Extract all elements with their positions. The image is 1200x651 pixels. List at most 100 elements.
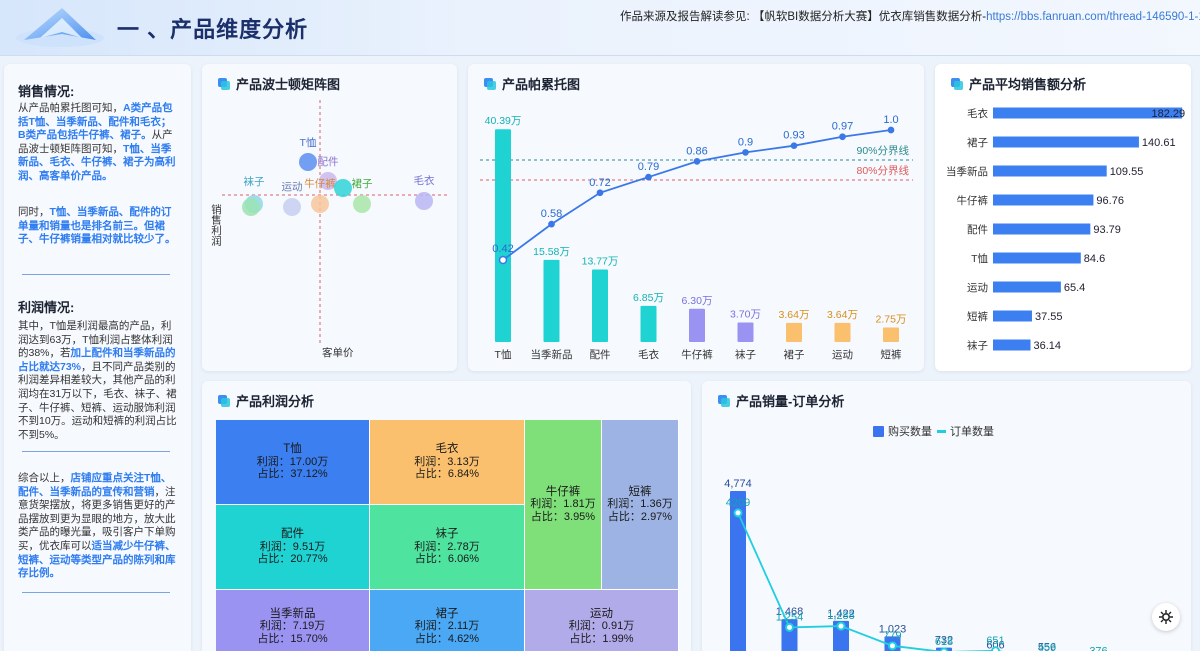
pareto-bar xyxy=(786,322,802,342)
highlight-text: 适当减少牛仔裤、短裤、运动等类型产品的陈列和库存比例。 xyxy=(18,539,176,580)
cell-profit: 利润：1.81万 xyxy=(530,498,596,511)
body-text: 同时， xyxy=(18,206,50,218)
orders-label: 651 xyxy=(986,635,1004,647)
cumulative-point xyxy=(645,173,652,181)
orders-label: 376 xyxy=(1089,645,1107,651)
point-label: 袜子 xyxy=(244,175,265,188)
pareto-title-text: 产品帕累托图 xyxy=(502,77,581,92)
cube-icon xyxy=(718,394,730,407)
orders-chart: 购买数量 订单数量 4,774 1,468 1,422 1,023 732 606 556 353… xyxy=(724,424,1159,651)
bar-value-label: 15.58万 xyxy=(533,246,570,258)
avg-bar xyxy=(993,194,1094,206)
treemap-cell[interactable]: 袜子 利润：2.78万 占比：6.06% xyxy=(370,505,525,590)
point-label: T恤 xyxy=(300,136,317,149)
bar-value-label: 140.61 xyxy=(1142,137,1176,149)
treemap-cell[interactable]: T恤 利润：17.00万 占比：37.12% xyxy=(216,420,370,505)
bcg-panel: 产品波士顿矩阵图 客单价 销售利润 T恤 配件 袜子 运动 牛仔裤 裙子 毛衣 xyxy=(202,64,457,371)
cell-name: T恤 xyxy=(283,443,302,456)
bar-value-label: 96.76 xyxy=(1096,195,1124,207)
category-label: 当季新品 xyxy=(946,165,988,178)
avg-bar xyxy=(993,223,1091,235)
cell-name: 配件 xyxy=(281,528,304,541)
cumulative-label: 0.58 xyxy=(541,208,562,220)
cumulative-label: 0.42 xyxy=(492,243,513,255)
cell-name: 毛衣 xyxy=(435,443,459,456)
bar-value-label: 6.85万 xyxy=(633,292,664,304)
treemap-cell[interactable]: 当季新品 利润：7.19万 占比：15.70% xyxy=(216,590,370,651)
category-label: 袜子 xyxy=(735,348,756,361)
treemap-cell[interactable]: 裙子 利润：2.11万 占比：4.62% xyxy=(370,590,525,651)
summary-panel: 销售情况: 从产品帕累托图可知，A类产品包括T恤、当季新品、配件和毛衣；B类产品… xyxy=(4,64,191,651)
category-label: 配件 xyxy=(967,224,988,236)
category-label: 毛衣 xyxy=(967,107,988,120)
pareto-panel: 产品帕累托图 90%分界线 80%分界线 40.39万 T恤 15.58万 当季新品 13.… xyxy=(468,64,924,371)
orders-title: 产品销量-订单分析 xyxy=(718,391,844,410)
body-text: 综合以上， xyxy=(18,472,71,484)
treemap-cell[interactable]: 配件 利润：9.51万 占比：20.77% xyxy=(216,505,370,590)
scatter-point xyxy=(415,192,433,210)
treemap-cell[interactable]: 毛衣 利润：3.13万 占比：6.84% xyxy=(370,420,525,505)
scatter-point xyxy=(311,195,329,213)
cumulative-label: 0.86 xyxy=(686,145,707,157)
qty-label: 556 xyxy=(1038,641,1056,651)
scatter-point xyxy=(299,153,317,171)
treemap-cell[interactable]: 牛仔裤 利润：1.81万 占比：3.95% xyxy=(525,420,602,590)
cell-share: 占比：6.84% xyxy=(414,468,480,481)
y-axis-label: 销售利润 xyxy=(210,203,222,246)
legend-qty-label: 购买数量 xyxy=(888,424,932,438)
profit-panel: 产品利润分析 T恤 利润：17.00万 占比：37.12% 毛衣 利润：3.13万 占比：… xyxy=(202,381,691,651)
highlight-text: T恤、当季新品、配件的订单量和销量也是排名前三。但裙子、牛仔裤销量相对就比较少了… xyxy=(18,206,176,246)
pareto-bar xyxy=(495,129,511,342)
source-link[interactable]: https://bbs.fanruan.com/thread-146590-1-… xyxy=(986,11,1200,23)
orders-point xyxy=(939,647,949,651)
cell-share: 占比：15.70% xyxy=(257,632,328,645)
scatter-point xyxy=(283,198,301,216)
category-label: T恤 xyxy=(971,252,988,265)
category-label: 毛衣 xyxy=(638,348,659,361)
category-label: 运动 xyxy=(832,349,853,361)
treemap-cell[interactable]: 运动 利润：0.91万 占比：1.99% xyxy=(525,590,679,651)
orders-panel: 产品销量-订单分析 购买数量 订单数量 4,774 1,468 1,422 1,023 73… xyxy=(702,381,1191,651)
qty-label: 4,774 xyxy=(724,478,752,490)
cumulative-label: 0.72 xyxy=(589,177,610,189)
orders-label: 4209 xyxy=(726,497,750,509)
divider xyxy=(22,274,170,275)
conclusion-paragraph: 综合以上，店铺应重点关注T恤、配件、当季新品的宣传和营销，注意货架摆放，将更多销… xyxy=(18,472,178,581)
logo-icon xyxy=(16,8,104,47)
cumulative-label: 0.9 xyxy=(738,136,753,148)
orders-title-text: 产品销量-订单分析 xyxy=(736,394,845,409)
category-label: 牛仔裤 xyxy=(681,348,713,361)
divider xyxy=(22,451,170,452)
scatter-point xyxy=(353,195,371,213)
legend-qty-swatch xyxy=(873,426,884,437)
category-label: T恤 xyxy=(495,348,512,361)
orders-point xyxy=(836,621,846,631)
orders-label: 1,254 xyxy=(776,611,804,623)
profit-title-text: 产品利润分析 xyxy=(236,394,315,409)
cell-name: 当季新品 xyxy=(269,607,316,620)
assistant-button[interactable] xyxy=(1152,603,1180,631)
cell-profit: 利润：0.91万 xyxy=(568,620,635,633)
category-label: 牛仔裤 xyxy=(957,194,989,207)
orders-line xyxy=(737,512,1004,651)
avg-bar xyxy=(993,339,1031,351)
profit-heading: 利润情况: xyxy=(18,300,75,315)
sales-heading: 销售情况: xyxy=(18,84,75,99)
pareto-bar xyxy=(592,269,608,342)
cumulative-point xyxy=(790,142,798,150)
body-text: 从产品波士顿矩阵图可知， xyxy=(18,129,173,155)
cube-icon xyxy=(218,77,230,90)
category-label: 袜子 xyxy=(967,339,988,352)
orders-label: 779 xyxy=(883,630,901,642)
profit-paragraph: 其中，T恤是利润最高的产品，利润达到63万，T恤利润占整体利润的38%，若加上配… xyxy=(18,320,178,442)
avg-bar xyxy=(993,281,1061,293)
treemap-cell[interactable]: 短裤 利润：1.36万 占比：2.97% xyxy=(602,420,679,590)
cell-profit: 利润：7.19万 xyxy=(259,620,326,633)
cumulative-point xyxy=(498,255,508,265)
cell-share: 占比：2.97% xyxy=(607,510,673,523)
bar-value-label: 3.64万 xyxy=(827,309,858,321)
highlight-text: 加上配件和当季新品的占比就达73% xyxy=(18,347,176,373)
cumulative-point xyxy=(887,126,895,134)
body-text: ，注意货架摆放，将更多销售更好的产品摆放到更为显眼的地方，放大此类产品的曝光量，… xyxy=(18,485,176,552)
point-label: 配件 xyxy=(318,156,339,168)
